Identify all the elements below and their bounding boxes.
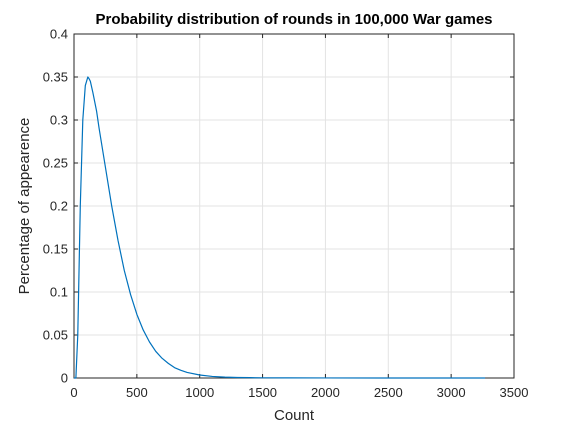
x-axis-label: Count	[274, 407, 315, 424]
x-tick-label: 1000	[185, 385, 214, 400]
x-tick-label: 1500	[248, 385, 277, 400]
x-tick-label: 500	[126, 385, 148, 400]
y-tick-label: 0.35	[43, 70, 68, 85]
y-tick-label: 0.25	[43, 156, 68, 171]
x-tick-label: 3000	[437, 385, 466, 400]
y-tick-labels: 0 0.05 0.1 0.15 0.2 0.25 0.3 0.35 0.4	[43, 27, 68, 386]
series-layer	[74, 76, 486, 379]
y-tick-label: 0.15	[43, 242, 68, 257]
x-tick-label: 0	[70, 385, 77, 400]
x-tick-label: 2000	[311, 385, 340, 400]
x-tick-label: 2500	[374, 385, 403, 400]
y-tick-label: 0.4	[50, 27, 68, 42]
x-tick-label: 3500	[500, 385, 529, 400]
y-tick-label: 0.05	[43, 328, 68, 343]
x-tick-labels: 0 500 1000 1500 2000 2500 3000 3500	[70, 385, 528, 400]
y-tick-label: 0	[61, 371, 68, 386]
y-axis-label: Percentage of appearence	[16, 118, 33, 295]
y-tick-label: 0.2	[50, 199, 68, 214]
grid	[74, 34, 514, 378]
y-tick-label: 0.1	[50, 285, 68, 300]
series-line	[74, 76, 486, 379]
y-tick-label: 0.3	[50, 113, 68, 128]
chart-title: Probability distribution of rounds in 10…	[95, 11, 492, 28]
